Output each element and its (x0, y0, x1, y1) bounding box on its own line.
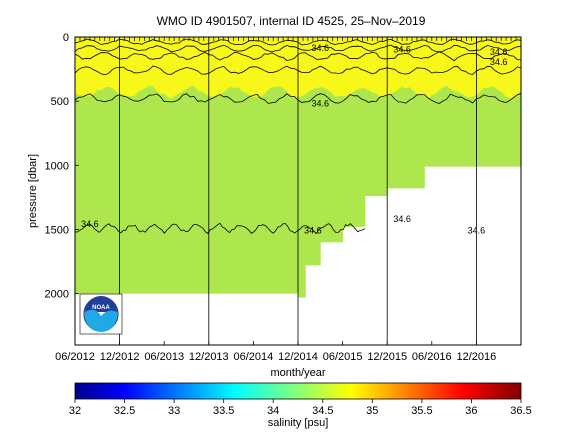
y-tick-label-4: 2000 (45, 289, 69, 301)
colorbar: 32 32.5 33 33.5 34 34.5 35 35.5 36 36.5 (69, 382, 532, 417)
contour-deep (75, 222, 366, 235)
contour-labels: 34.634.634.634.634.634.6 34.6 34.634.6 (81, 43, 507, 235)
colorbar-tick-label-5: 34.5 (312, 405, 333, 417)
x-tick-label-1: 12/2012 (100, 351, 140, 363)
x-tick-label-9: 12/2016 (457, 351, 497, 363)
contour-label-6: 34.6 (393, 44, 411, 54)
colorbar-tick-label-3: 33.5 (213, 405, 234, 417)
contour-label-8: 34.6 (490, 57, 508, 67)
chart-title: WMO ID 4901507, internal ID 4525, 25–Nov… (157, 14, 426, 28)
contour-label-3: 34.6 (468, 225, 486, 235)
colorbar-label: salinity [psu] (268, 417, 329, 429)
colorbar-tick-label-9: 36.5 (510, 405, 531, 417)
x-axis-label: month/year (270, 367, 325, 379)
colorbar-tick-label-1: 32.5 (114, 405, 135, 417)
intermediate-layer-fill-2 (305, 37, 321, 266)
contour-label-7: 34.6 (490, 47, 508, 57)
contour-label-2: 34.6 (393, 214, 411, 224)
contour-label-1: 34.6 (304, 225, 322, 235)
colorbar-tick-label-2: 33 (168, 405, 180, 417)
intermediate-layer-fill-1 (298, 37, 306, 298)
noaa-logo-sky (85, 296, 117, 312)
noaa-logo-text: NOAA (92, 305, 110, 311)
x-tick-label-7: 12/2015 (367, 351, 407, 363)
contour-label-5: 34.6 (312, 43, 330, 53)
x-tick-label-4: 06/2014 (234, 351, 274, 363)
y-tick-label-2: 1000 (45, 160, 69, 172)
colorbar-tick-label-7: 35.5 (411, 405, 432, 417)
x-tick-label-0: 06/2012 (55, 351, 95, 363)
y-axis-label: pressure [dbar] (27, 154, 39, 228)
y-tick-label-0: 0 (63, 32, 69, 44)
x-tick-label-8: 06/2016 (412, 351, 452, 363)
colorbar-tick-label-6: 35 (366, 405, 378, 417)
y-tick-label-3: 1500 (45, 225, 69, 237)
plot-area: 34.634.634.634.634.634.6 34.6 34.634.6 (75, 37, 521, 345)
colorbar-tick-label-4: 34 (267, 405, 279, 417)
noaa-logo-gull (85, 309, 117, 332)
x-tick-label-3: 12/2013 (189, 351, 229, 363)
x-axis-ticks: 06/2012 12/2012 06/2013 12/2013 06/2014 12/20… (55, 341, 496, 363)
y-axis-ticks: 0 500 1000 1500 2000 (45, 32, 79, 301)
colorbar-tick-label-0: 32 (69, 405, 81, 417)
contour-label-4: 34.6 (312, 98, 330, 108)
colorbar-bar (74, 382, 522, 400)
y-tick-label-1: 500 (51, 96, 69, 108)
colorbar-tick-label-8: 36 (465, 405, 477, 417)
vertical-grid-lines (119, 37, 477, 345)
colorbar-ticks: 32 32.5 33 33.5 34 34.5 35 35.5 36 36.5 (69, 399, 532, 417)
salinity-fill-layer (75, 37, 521, 298)
x-tick-label-2: 06/2013 (144, 351, 184, 363)
contour-label-0: 34.6 (81, 219, 99, 229)
x-tick-label-5: 12/2014 (278, 351, 318, 363)
x-tick-label-6: 06/2015 (323, 351, 363, 363)
noaa-logo: NOAA (79, 293, 123, 335)
